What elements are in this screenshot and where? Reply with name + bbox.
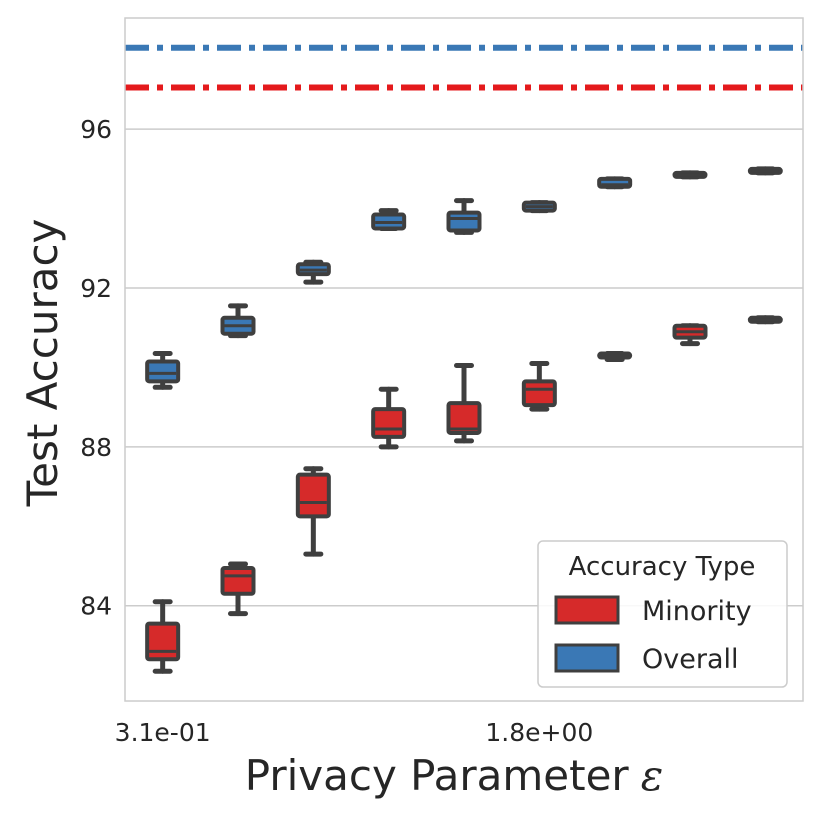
y-tick-label: 84: [80, 592, 112, 621]
y-axis-title: Test Accuracy: [18, 219, 67, 508]
box-minority: [295, 466, 331, 557]
box-iqr: [371, 407, 407, 439]
box-minority: [220, 561, 256, 617]
box-iqr: [220, 565, 256, 596]
box-overall: [295, 259, 331, 285]
box-overall: [446, 198, 482, 235]
box-iqr: [521, 379, 557, 408]
x-tick-label: 1.8e+00: [485, 718, 593, 747]
tick-labels: 84 88 92 96 3.1e-01 1.8e+00: [80, 115, 593, 747]
legend: Accuracy Type Minority Overall: [537, 540, 788, 688]
y-tick-label: 96: [80, 115, 112, 144]
box-iqr: [446, 401, 482, 435]
box-minority: [446, 362, 482, 444]
x-axis-title-text: Privacy Parameter: [245, 751, 630, 800]
box-overall: [747, 166, 783, 176]
box-overall: [220, 303, 256, 339]
box-overall: [597, 176, 633, 190]
legend-title: Accuracy Type: [569, 552, 756, 582]
reference-lines: [125, 44, 803, 91]
box-minority: [672, 323, 708, 347]
legend-swatch: [554, 643, 620, 673]
plot-frame: [124, 17, 804, 702]
boxes: [145, 166, 783, 674]
box-overall: [145, 351, 181, 390]
box-minority: [747, 315, 783, 325]
box-overall: [371, 208, 407, 231]
legend-label: Minority: [642, 596, 752, 627]
legend-swatch: [554, 595, 620, 625]
legend-label: Overall: [642, 644, 739, 675]
y-tick-label: 88: [80, 433, 112, 462]
box-minority: [521, 360, 557, 412]
box-iqr: [145, 359, 181, 384]
box-overall: [672, 170, 708, 180]
box-overall: [521, 200, 557, 214]
y-tick-label: 92: [80, 274, 112, 303]
box-iqr: [295, 472, 331, 519]
x-axis-title-symbol: ε: [641, 751, 664, 800]
box-iqr: [145, 621, 181, 662]
box-minority: [371, 386, 407, 450]
box-iqr: [446, 210, 482, 233]
box-minority: [145, 599, 181, 674]
x-tick-label: 3.1e-01: [115, 718, 211, 747]
box-minority: [597, 351, 633, 362]
x-axis-title: Privacy Parameter ε: [245, 751, 663, 800]
